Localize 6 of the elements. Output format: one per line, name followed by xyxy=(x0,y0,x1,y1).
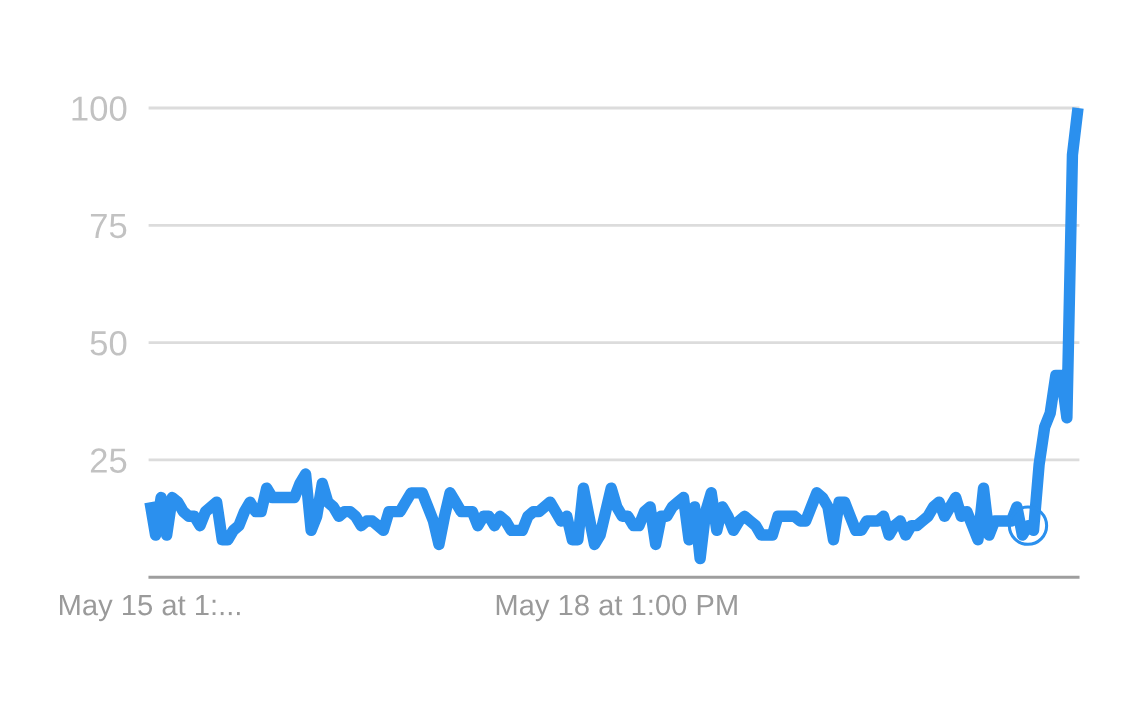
y-tick-label: 75 xyxy=(90,214,127,239)
y-tick-label: 100 xyxy=(72,96,127,121)
y-tick-label: 50 xyxy=(90,330,127,356)
x-tick-label: May 15 at 1:... xyxy=(59,595,240,622)
x-tick-label: May 18 at 1:00 PM xyxy=(496,594,737,622)
y-tick-label: 25 xyxy=(90,448,127,473)
